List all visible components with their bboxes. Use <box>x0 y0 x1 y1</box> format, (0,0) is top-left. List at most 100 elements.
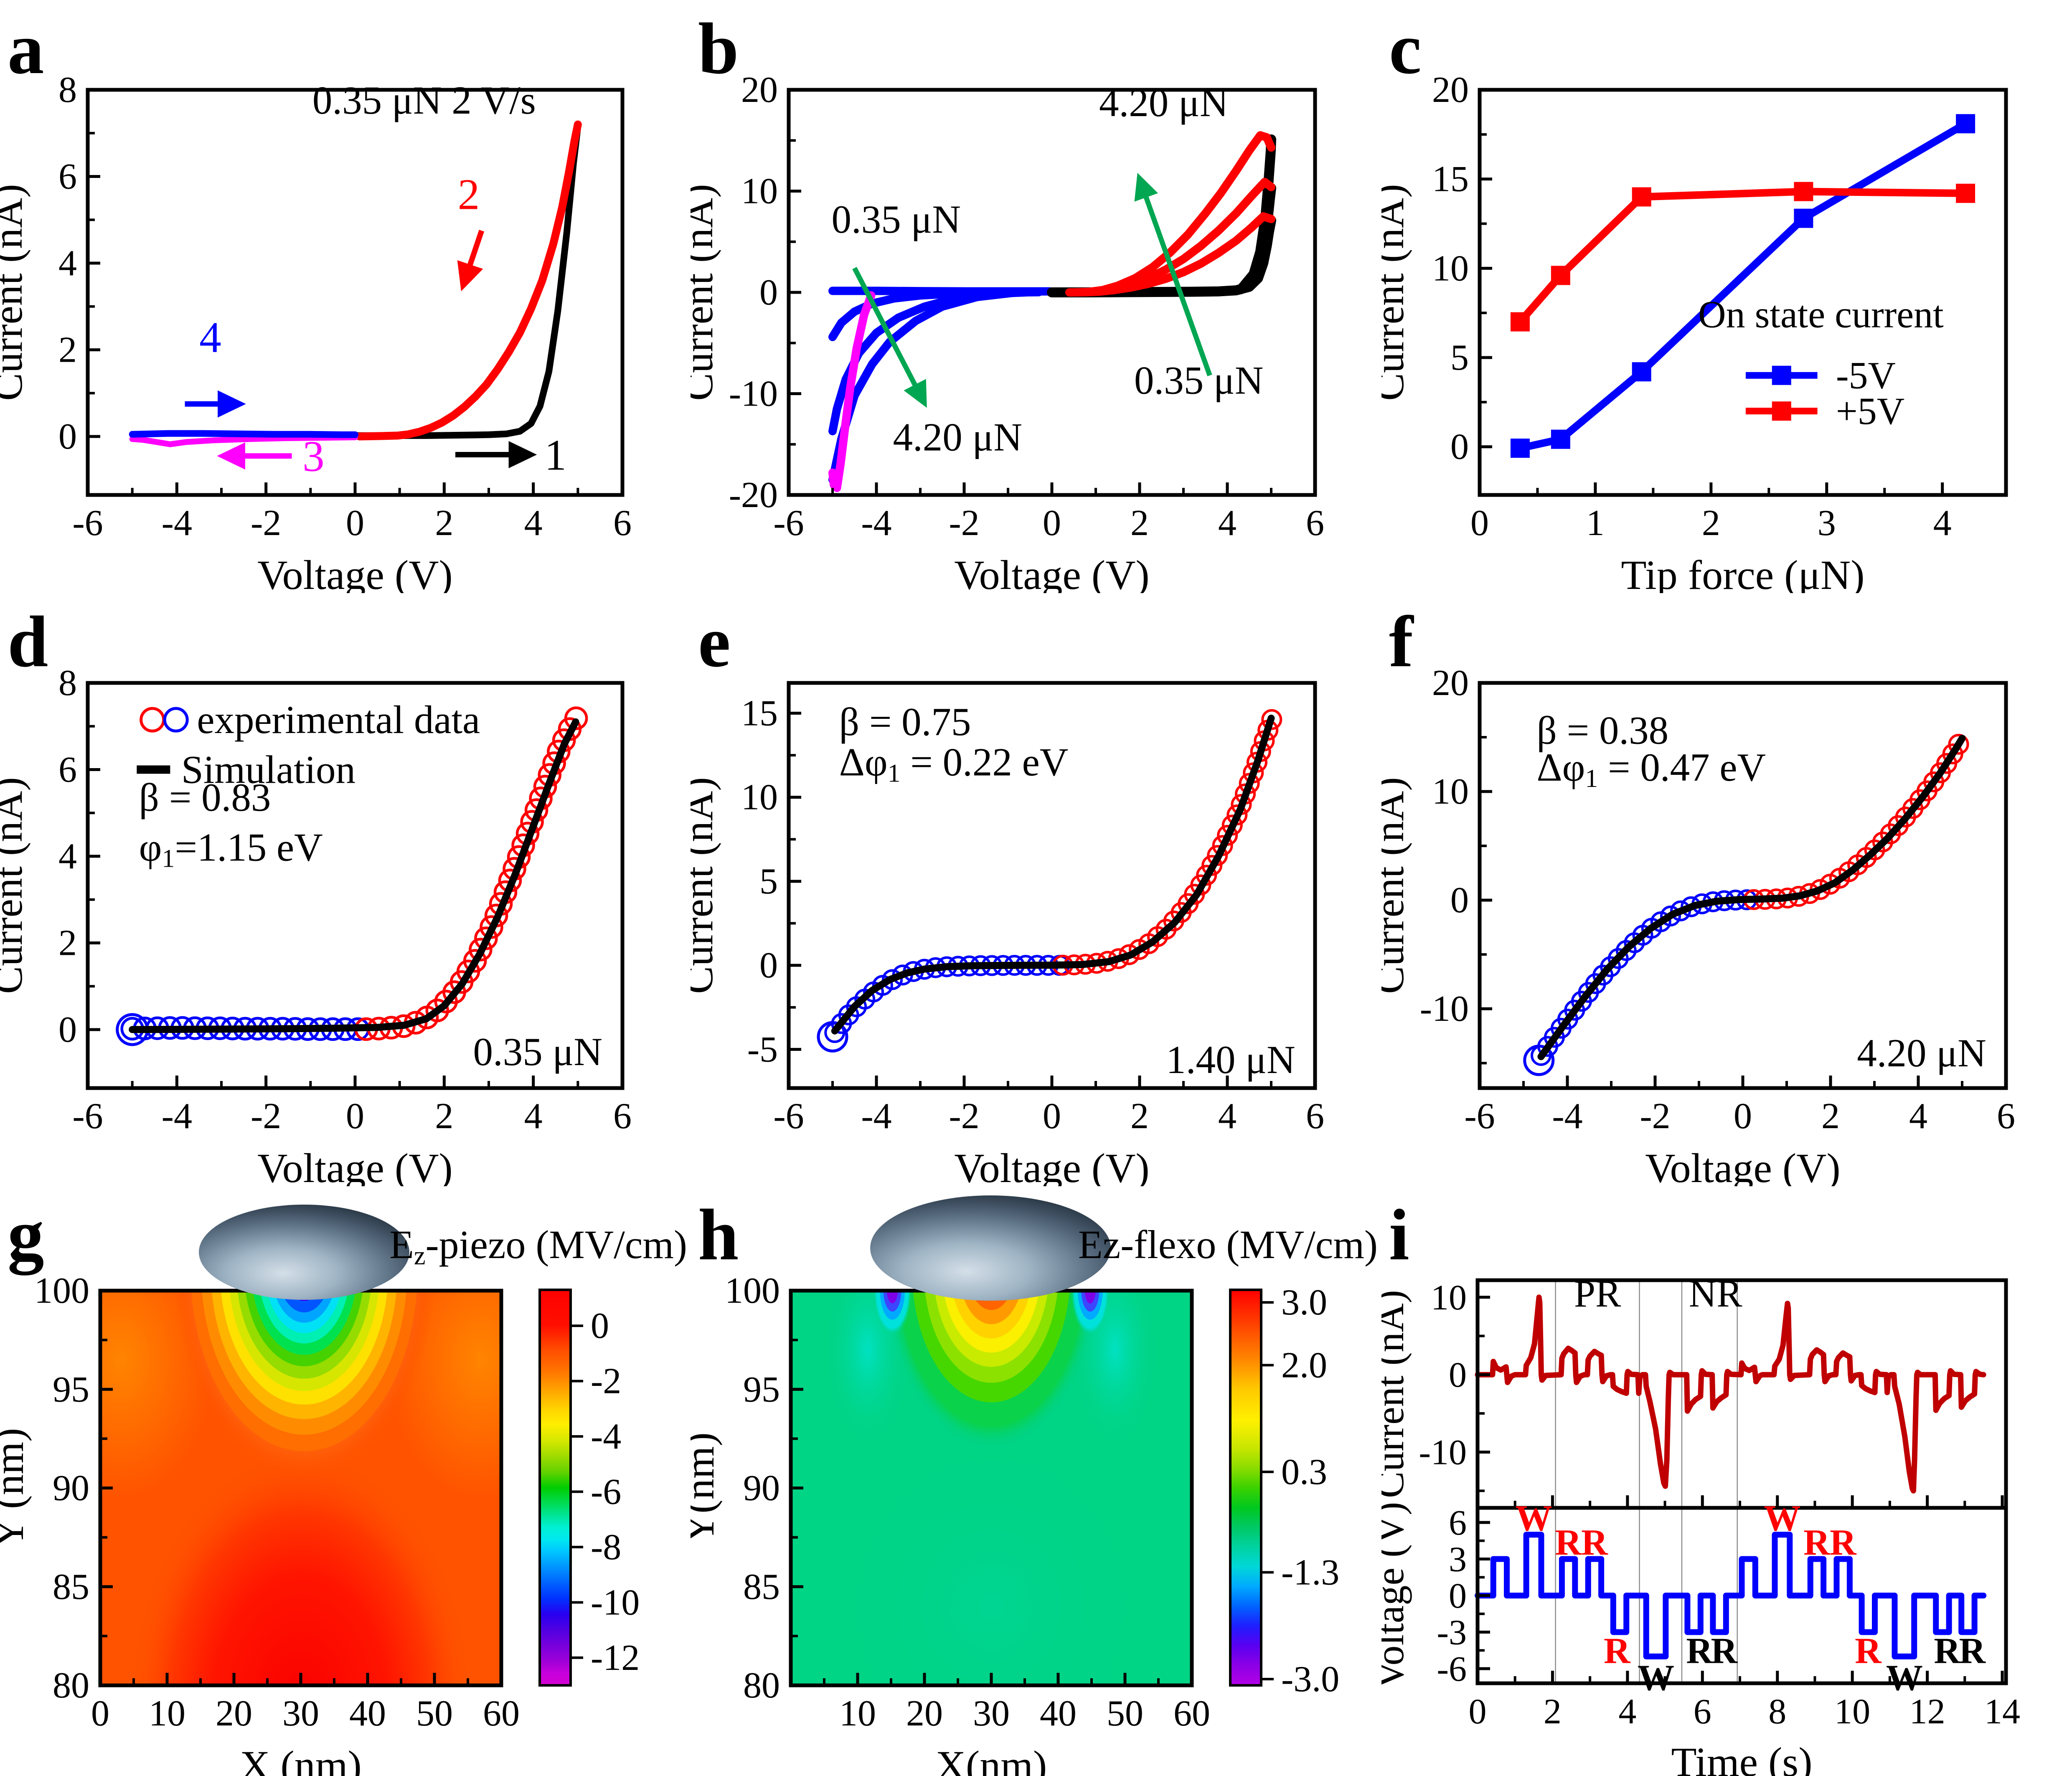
annotation: PR <box>1574 1272 1621 1315</box>
pulse-label: R <box>1803 1522 1831 1563</box>
annotation: β = 0.83 <box>139 775 271 819</box>
scatter-point <box>1261 709 1282 730</box>
pulse-label: R <box>1959 1631 1986 1671</box>
panel-letter: c <box>1389 8 1422 89</box>
panel-f: -6 -4 -2 0 2 4 6 -10 0 10 20 Voltage (V) Current (nA… <box>1381 593 2072 1186</box>
scatter-point <box>817 1021 848 1053</box>
colorbar-tick-label: -10 <box>591 1582 640 1623</box>
x-axis-title: Voltage (V) <box>257 552 452 593</box>
x-tick-label: 30 <box>973 1693 1010 1734</box>
x-tick-label: 3 <box>1818 503 1836 543</box>
y-tick-label: 0 <box>1450 426 1469 467</box>
panel-h-canvas: 10 20 30 40 50 60 80 85 90 95 100 X(nm) Y(nm) Ez-flex… <box>691 1194 1378 1776</box>
annotation: 4.20 μN <box>893 415 1022 459</box>
data-series <box>828 291 876 492</box>
x-tick-label: -4 <box>861 1096 891 1137</box>
x-axis-title: X(nm) <box>936 1742 1047 1776</box>
annotation: 0.35 μN <box>831 197 961 241</box>
y-tick-label: 0 <box>58 416 77 457</box>
contour-map <box>100 1291 501 1685</box>
plot-area <box>129 120 582 447</box>
y-tick-label: 0 <box>1449 1355 1467 1395</box>
y-tick-label: 10 <box>1432 248 1469 289</box>
x-tick-label: 6 <box>1997 1096 2015 1137</box>
colorbar-tick-label: 2.0 <box>1281 1345 1327 1385</box>
x-tick-label: 2 <box>1544 1691 1562 1731</box>
y-tick-label: -5 <box>747 1029 778 1070</box>
x-tick-label: 4 <box>1618 1691 1636 1731</box>
afm-tip <box>199 1205 409 1300</box>
y-tick-label: 10 <box>1432 771 1469 812</box>
pulse-label: W <box>1764 1498 1800 1538</box>
data-series <box>1069 131 1275 297</box>
y-tick-label: 0 <box>759 272 778 313</box>
square-marker <box>1794 182 1813 201</box>
annotation: Δφ1 = 0.22 eV <box>839 740 1069 787</box>
y-tick-label: 90 <box>743 1468 780 1508</box>
x-tick-label: 60 <box>483 1693 520 1734</box>
x-tick-label: 4 <box>1218 503 1237 543</box>
legend-marker-square <box>1772 365 1791 385</box>
x-tick-label: 10 <box>1834 1691 1870 1731</box>
y-tick-label: 4 <box>58 243 77 283</box>
y-tick-label: 6 <box>58 749 77 790</box>
x-tick-label: 6 <box>1694 1691 1711 1731</box>
data-series <box>1475 1294 1986 1494</box>
x-tick-label: -6 <box>72 1096 103 1137</box>
data-series <box>354 123 581 439</box>
arrow-head <box>508 441 537 468</box>
x-tick-label: 4 <box>1218 1096 1237 1137</box>
x-tick-label: 14 <box>1984 1691 2020 1731</box>
y-tick-label: 2 <box>58 923 77 963</box>
annotation: 0.35 μN <box>473 1030 602 1074</box>
y-tick-label: 3 <box>1449 1539 1467 1579</box>
annotation: 3 <box>302 431 325 480</box>
x-tick-label: 0 <box>346 1096 364 1137</box>
data-series <box>831 715 1275 1035</box>
x-tick-label: 2 <box>1702 503 1720 543</box>
x-tick-label: 40 <box>1040 1693 1077 1734</box>
x-tick-label: -2 <box>1640 1096 1670 1137</box>
contour-title: Ez-piezo (MV/cm) <box>389 1222 687 1270</box>
x-tick-label: 6 <box>613 503 632 543</box>
x-tick-label: -6 <box>1464 1096 1495 1137</box>
pulse-label: R <box>1604 1631 1631 1671</box>
y-axis-title: Current (nA) <box>0 777 31 994</box>
colorbar-tick-label: -8 <box>591 1527 621 1567</box>
y-axis-title: Current (nA) <box>691 777 721 994</box>
colorbar-tick-label: 0 <box>591 1306 609 1346</box>
plot-area <box>817 709 1282 1053</box>
y-tick-label: 6 <box>1449 1502 1467 1543</box>
y-tick-label: 20 <box>741 70 778 110</box>
pulse-label: R <box>1855 1631 1882 1671</box>
square-marker <box>1956 114 1976 134</box>
annotation: Δφ1 = 0.47 eV <box>1537 745 1766 793</box>
arrow-head <box>217 442 245 470</box>
x-tick-label: 40 <box>349 1693 386 1734</box>
y-tick-label: 0 <box>1449 1576 1467 1616</box>
data-series <box>1537 735 1966 1061</box>
annotation: On state current <box>1698 293 1944 335</box>
plot-area <box>116 706 588 1046</box>
x-tick-label: 4 <box>524 1096 543 1137</box>
square-marker <box>1956 183 1976 203</box>
x-tick-label: -2 <box>949 1096 979 1137</box>
y-axis-title: Y(nm) <box>691 1432 723 1544</box>
y-tick-label: 0 <box>1450 880 1469 921</box>
legend-circle <box>163 707 189 733</box>
panel-letter: b <box>698 8 739 89</box>
square-marker <box>1551 266 1570 285</box>
x-tick-label: 0 <box>1469 1691 1487 1731</box>
scatter-point <box>1948 733 1969 755</box>
square-marker <box>1510 439 1530 458</box>
plot-area <box>828 131 1276 492</box>
x-axis-title: Voltage (V) <box>257 1145 452 1186</box>
pulse-label: W <box>1886 1657 1923 1698</box>
colorbar-tick-label: -2 <box>591 1361 621 1401</box>
x-axis-title: Voltage (V) <box>1645 1145 1840 1186</box>
x-axis-title: X (nm) <box>240 1742 362 1776</box>
y-tick-label: 20 <box>1432 70 1469 110</box>
annotation: NR <box>1689 1272 1742 1315</box>
y-tick-label: 10 <box>741 171 778 211</box>
colorbar-tick-label: -6 <box>591 1472 621 1512</box>
